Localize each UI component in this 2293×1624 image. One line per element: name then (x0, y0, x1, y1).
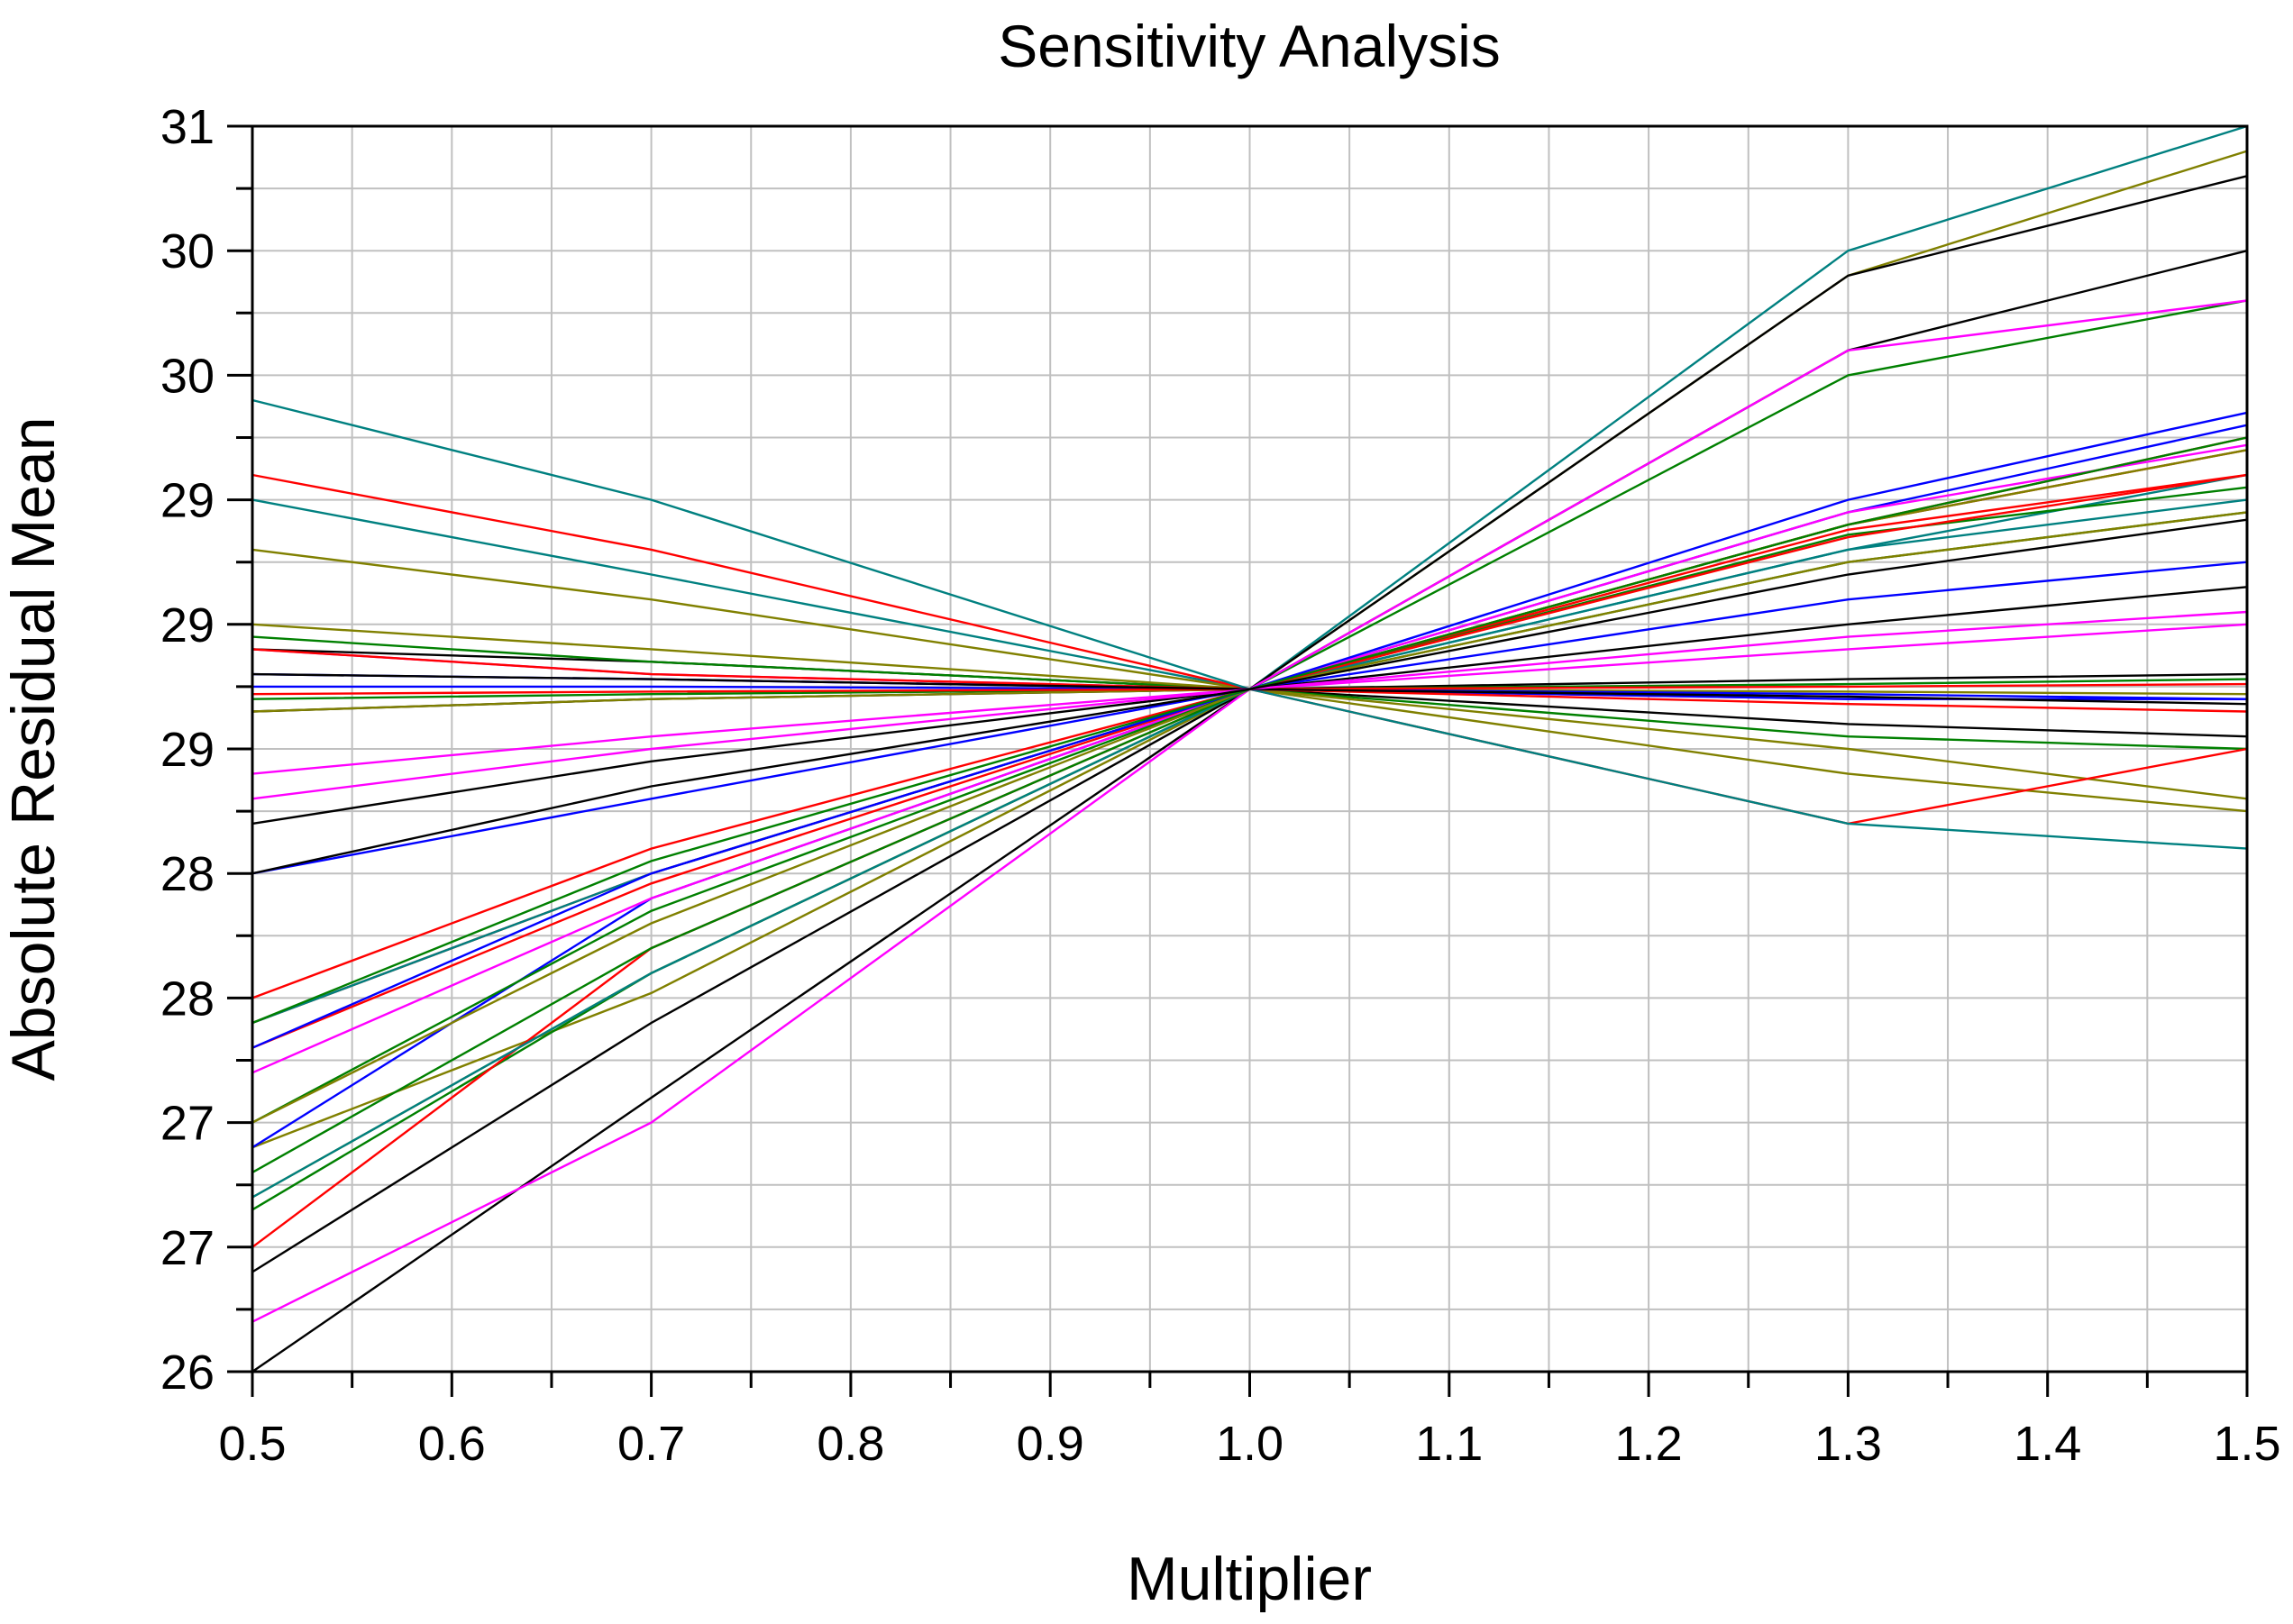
x-tick-label: 0.8 (817, 1417, 884, 1471)
x-tick-label: 1.4 (2014, 1417, 2081, 1471)
x-tick-label: 1.2 (1615, 1417, 1683, 1471)
y-tick-label: 29 (160, 723, 215, 777)
y-tick-label: 28 (160, 972, 215, 1026)
series-lines (251, 124, 2248, 1373)
x-tick-label: 0.9 (1017, 1417, 1084, 1471)
y-tick-label: 26 (160, 1346, 215, 1400)
gridlines (252, 126, 2247, 1372)
y-tick-label: 27 (160, 1097, 215, 1151)
x-tick-label: 0.7 (617, 1417, 685, 1471)
x-tick-label: 1.5 (2213, 1417, 2280, 1471)
y-tick-label: 30 (160, 349, 215, 403)
y-tick-label: 31 (160, 100, 215, 154)
x-axis: 0.5 0.6 0.7 0.8 0.9 1.0 1.1 1.2 1.3 1.4 1.5 (218, 1372, 2281, 1471)
x-axis-label: Multiplier (1127, 1545, 1372, 1613)
y-tick-label: 28 (160, 847, 215, 901)
y-tick-label: 27 (160, 1221, 215, 1275)
y-tick-label: 29 (160, 598, 215, 652)
x-tick-label: 1.3 (1814, 1417, 1882, 1471)
y-axis-label: Absolute Residual Mean (0, 416, 68, 1081)
y-tick-label: 29 (160, 474, 215, 528)
chart-title: Sensitivity Analysis (998, 13, 1501, 79)
x-tick-label: 1.0 (1216, 1417, 1284, 1471)
series-line-param-40 (251, 518, 2248, 875)
y-axis: 26 27 27 28 28 29 29 29 30 30 31 (160, 100, 252, 1400)
x-tick-label: 1.1 (1415, 1417, 1483, 1471)
x-tick-label: 0.5 (218, 1417, 286, 1471)
x-tick-label: 0.6 (418, 1417, 486, 1471)
y-tick-label: 30 (160, 224, 215, 278)
